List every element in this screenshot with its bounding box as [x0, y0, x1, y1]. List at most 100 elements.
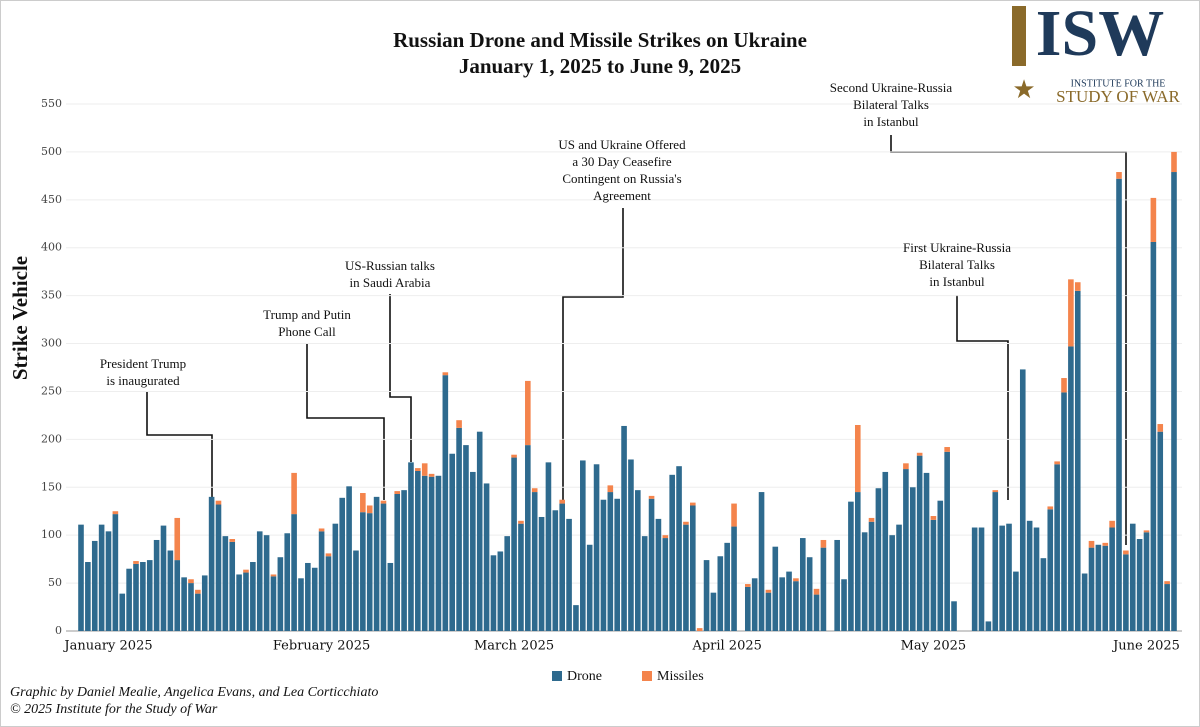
y-tick-label: 50: [48, 576, 62, 589]
bar-segment: [793, 578, 799, 582]
bar-segment: [174, 560, 181, 631]
bar-segment: [676, 466, 682, 631]
bar-segment: [353, 550, 359, 631]
bar-segment: [662, 535, 669, 539]
bar-segment: [1164, 584, 1170, 631]
bar-segment: [1116, 178, 1122, 632]
bar-segment: [525, 380, 531, 446]
bar-segment: [1171, 172, 1177, 631]
bar-segment: [992, 490, 999, 493]
bar-segment: [662, 538, 669, 631]
bar-segment: [270, 576, 277, 631]
bar-segment: [208, 496, 215, 631]
bar-segment: [531, 488, 538, 493]
bar-segment: [511, 457, 517, 631]
annotation: in Istanbul: [929, 274, 985, 289]
bar-segment: [1006, 523, 1012, 631]
annotation: Bilateral Talks: [919, 257, 995, 272]
bar-segment: [298, 578, 304, 631]
bar-segment: [112, 511, 119, 515]
x-tick-label: February 2025: [273, 639, 370, 654]
bar-segment: [215, 504, 222, 631]
bar-segment: [889, 535, 895, 631]
bar-segment: [1123, 550, 1129, 555]
bar-segment: [373, 496, 380, 631]
bar-segment: [1061, 392, 1067, 631]
chart-title: Russian Drone and Missile Strikes on Ukr…: [393, 28, 807, 52]
bar-segment: [428, 476, 435, 631]
bar-segment: [222, 536, 229, 631]
bar-segment: [799, 538, 806, 631]
y-tick-label: 400: [41, 241, 62, 254]
bar-segment: [566, 518, 572, 631]
bar-segment: [1081, 573, 1088, 631]
bar-segment: [1123, 554, 1129, 631]
bar-segment: [98, 524, 105, 631]
bar-segment: [119, 593, 126, 631]
bar-segment: [882, 471, 889, 631]
bar-segment: [628, 459, 634, 631]
bar-segment: [559, 499, 565, 504]
bar-segment: [146, 560, 153, 631]
bar-segment: [387, 562, 394, 631]
bar-segment: [683, 524, 689, 631]
bar-segment: [683, 521, 689, 525]
annotation: Phone Call: [278, 324, 336, 339]
y-axis-label: Strike Vehicle: [8, 256, 32, 380]
bar-segment: [930, 516, 937, 520]
bar-segment: [1019, 369, 1026, 631]
callout-line: [146, 392, 213, 497]
bar-segment: [793, 581, 799, 631]
bar-segment: [903, 463, 909, 470]
bar-segment: [916, 455, 923, 631]
bar-segment: [78, 524, 84, 631]
bar-segment: [243, 572, 249, 631]
bar-segment: [786, 571, 792, 631]
bar-segment: [875, 488, 882, 631]
annotation: Second Ukraine-Russia: [830, 80, 953, 95]
bar-segment: [133, 561, 139, 564]
bar-segment: [1068, 346, 1074, 631]
bar-segment: [360, 493, 366, 513]
bar-segment: [896, 524, 902, 631]
bar-segment: [600, 499, 607, 631]
bar-segment: [930, 519, 937, 631]
bar-segment: [518, 523, 524, 631]
bar-segment: [133, 563, 139, 631]
bar-segment: [195, 593, 201, 631]
bar-segment: [923, 472, 930, 631]
bar-segment: [256, 531, 263, 631]
bar-segment: [861, 532, 868, 631]
bar-segment: [380, 500, 387, 504]
bar-segment: [641, 536, 648, 631]
bar-segment: [573, 605, 579, 631]
bar-segment: [311, 567, 318, 631]
y-tick-label: 350: [41, 289, 62, 302]
bar-segment: [724, 542, 730, 631]
bar-segment: [188, 579, 194, 584]
bar-segment: [277, 557, 284, 631]
bar-segment: [1088, 540, 1095, 548]
bar-segment: [442, 372, 449, 376]
bar-segment: [435, 475, 442, 631]
bar-segment: [999, 525, 1005, 631]
bar-segment: [366, 513, 373, 631]
bar-segment: [181, 577, 187, 631]
bar-segment: [401, 490, 407, 631]
bar-segment: [1116, 172, 1122, 179]
bar-segment: [1150, 241, 1157, 631]
legend-label: Missiles: [657, 669, 704, 684]
bar-segment: [868, 521, 875, 631]
bar-segment: [909, 487, 916, 631]
bar-segment: [167, 550, 174, 631]
bar-segment: [710, 592, 717, 631]
x-tick-label: March 2025: [474, 639, 554, 654]
annotation: President Trump: [100, 356, 186, 371]
x-tick-label: May 2025: [901, 639, 967, 654]
annotation: is inaugurated: [106, 373, 180, 388]
bar-segment: [339, 497, 346, 631]
logo-star: ★: [1012, 75, 1035, 104]
bar-segment: [1088, 547, 1095, 631]
bar-segment: [648, 498, 655, 631]
bar-segment: [1047, 506, 1054, 510]
